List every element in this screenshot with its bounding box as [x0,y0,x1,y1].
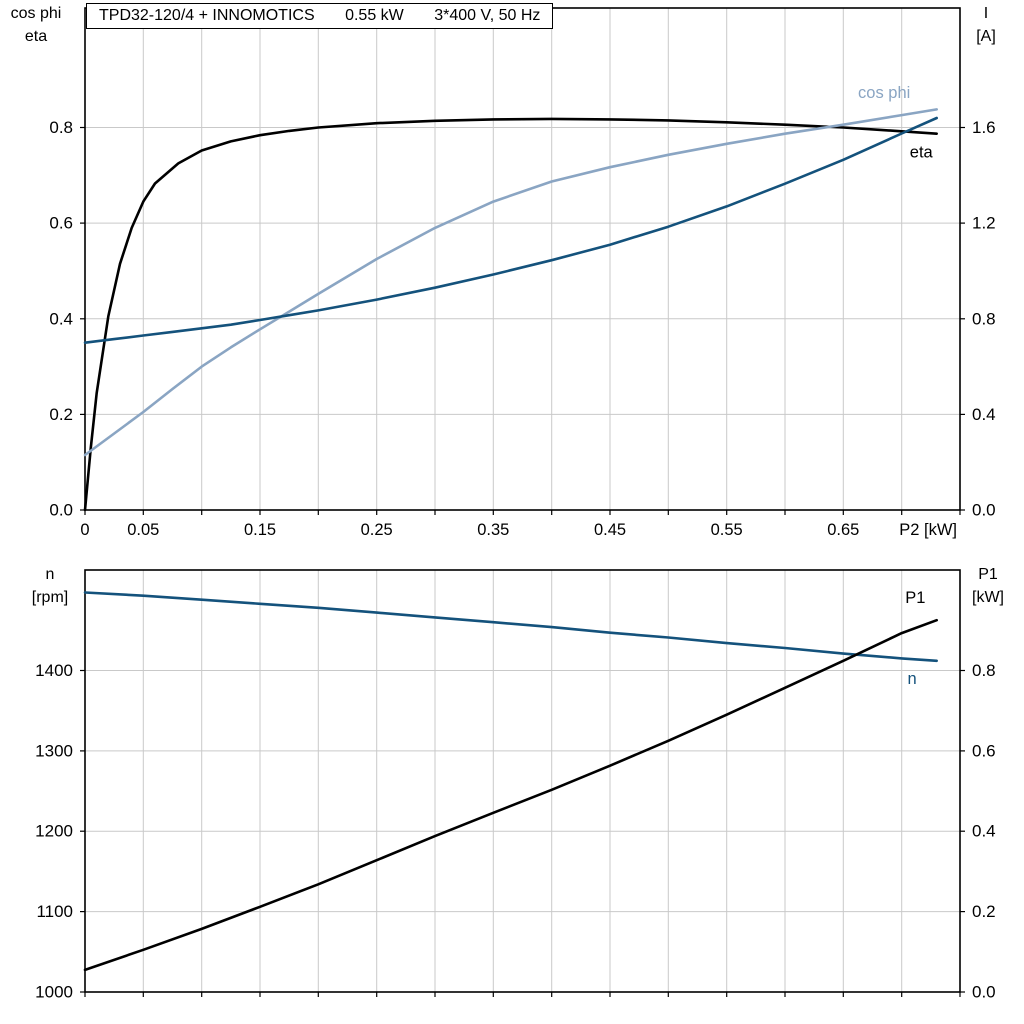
y-left-tick-label: 0.6 [49,214,73,233]
x-tick-label: 0.55 [711,521,743,539]
y-right-tick-label: 0.6 [972,741,996,760]
curve-label-cos-phi: cos phi [858,84,910,102]
y-right-tick-label: 0.0 [972,983,996,1002]
y-left-tick-label: 0.8 [49,118,73,137]
chart-title-power: 0.55 kW [345,7,404,24]
x-tick-label: 0.05 [127,521,159,539]
y-right-tick-label: 1.6 [972,118,996,137]
curve-eta [83,117,938,512]
bottom-left-axis-title: n [rpm] [16,563,84,609]
y-right-tick-label: 0.4 [972,822,996,841]
plot-frame [84,7,961,511]
y-right-tick-label: 0.8 [972,309,996,328]
x-tick-label: 0 [80,521,89,539]
axis-title-p1-unit: [kW] [972,589,1004,606]
axis-title-current-unit: [A] [976,28,996,45]
x-tick-label: 0.15 [244,521,276,539]
y-left-tick-label: 1000 [35,983,73,1002]
top-right-axis-title: I [A] [958,2,1014,48]
y-left-tick-label: 1400 [35,661,73,680]
x-tick-label: 0.65 [827,521,859,539]
y-right-tick-label: 0.0 [972,501,996,520]
x-tick-label: 0.35 [477,521,509,539]
chart-title-box: TPD32-120/4 + INNOMOTICS 0.55 kW 3*400 V… [86,3,554,29]
top-left-axis-title: cos phi eta [4,2,68,48]
bottom-right-axis-title: P1 [kW] [958,563,1018,609]
y-left-tick-label: 0.2 [49,405,73,424]
y-right-tick-label: 0.2 [972,902,996,921]
chart-title-voltage: 3*400 V, 50 Hz [434,7,541,24]
chart-title-model: TPD32-120/4 + INNOMOTICS [99,7,315,24]
axis-title-eta: eta [24,28,48,45]
top-chart: 0 0.05 0.15 0.25 0.35 0.45 0.55 0.65 P2 [kW] 0.0 0… [49,7,996,539]
y-left-tick-label: 1100 [36,902,73,921]
plot-frame [84,569,961,993]
y-left-tick-label: 1200 [35,822,73,841]
axis-title-cos-phi: cos phi [10,5,62,22]
curve-n [83,591,938,663]
axis-title-speed-unit: [rpm] [31,589,69,606]
x-axis-label: P2 [kW] [899,521,957,539]
y-right-tick-label: 0.8 [972,661,996,680]
axis-title-speed: n [45,566,55,583]
bottom-chart: 1000 1100 1200 1300 1400 0.0 0.2 0.4 0.6 0.8 P1 n [35,569,996,1002]
curve-p1 [83,618,938,972]
y-left-tick-label: 1300 [35,741,73,760]
y-right-tick-label: 1.2 [972,214,996,233]
curve-i [83,116,938,344]
curve-cos-phi [83,108,938,457]
y-right-tick-label: 0.4 [972,405,996,424]
axis-title-p1: P1 [978,566,998,583]
x-tick-label: 0.45 [594,521,626,539]
curve-label-eta: eta [910,144,934,162]
curve-label-n: n [908,670,917,688]
curve-label-p1: P1 [905,589,925,607]
y-left-tick-label: 0.4 [49,309,73,328]
axis-title-current: I [983,5,989,22]
y-left-tick-label: 0.0 [49,501,73,520]
x-tick-label: 0.25 [361,521,393,539]
